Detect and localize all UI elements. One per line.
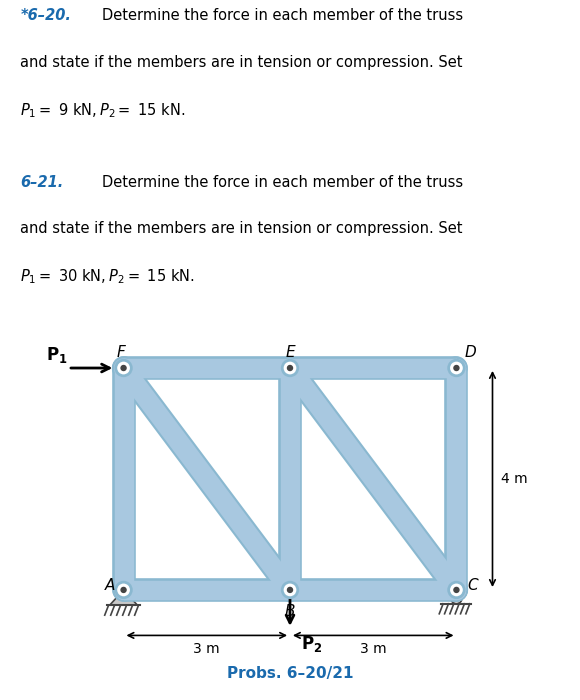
Polygon shape <box>110 590 137 606</box>
Text: Probs. 6–20/21: Probs. 6–20/21 <box>227 666 353 682</box>
Text: B: B <box>285 603 295 619</box>
Circle shape <box>282 360 298 376</box>
Text: *6–20.: *6–20. <box>20 8 71 23</box>
Text: $\mathbf{P_2}$: $\mathbf{P_2}$ <box>301 634 322 655</box>
Text: E: E <box>285 345 295 360</box>
Text: 4 m: 4 m <box>501 472 527 486</box>
Circle shape <box>288 587 292 592</box>
Text: A: A <box>104 578 115 593</box>
Circle shape <box>454 587 459 592</box>
Circle shape <box>121 587 126 592</box>
Text: $P_1$ = 30 kN, $P_2$ = 15 kN.: $P_1$ = 30 kN, $P_2$ = 15 kN. <box>20 267 195 286</box>
Text: 6–21.: 6–21. <box>20 175 64 190</box>
Text: and state if the members are in tension or compression. Set: and state if the members are in tension … <box>20 221 463 236</box>
Text: $P_1$ = 9 kN, $P_2$ = 15 kN.: $P_1$ = 9 kN, $P_2$ = 15 kN. <box>20 101 186 120</box>
Text: Determine the force in each member of the truss: Determine the force in each member of th… <box>102 175 463 190</box>
Circle shape <box>449 582 464 598</box>
Text: and state if the members are in tension or compression. Set: and state if the members are in tension … <box>20 55 463 69</box>
Text: Determine the force in each member of the truss: Determine the force in each member of th… <box>102 8 463 23</box>
Circle shape <box>116 360 131 376</box>
Text: 3 m: 3 m <box>194 642 220 656</box>
Circle shape <box>121 365 126 370</box>
Text: D: D <box>465 345 476 360</box>
Circle shape <box>282 582 298 598</box>
Circle shape <box>454 365 459 370</box>
Circle shape <box>451 593 462 604</box>
Text: C: C <box>467 578 478 593</box>
Text: 3 m: 3 m <box>360 642 386 656</box>
Text: F: F <box>117 345 125 360</box>
Text: $\mathbf{P_1}$: $\mathbf{P_1}$ <box>46 345 68 365</box>
Circle shape <box>288 365 292 370</box>
Circle shape <box>449 360 464 376</box>
Circle shape <box>116 582 131 598</box>
